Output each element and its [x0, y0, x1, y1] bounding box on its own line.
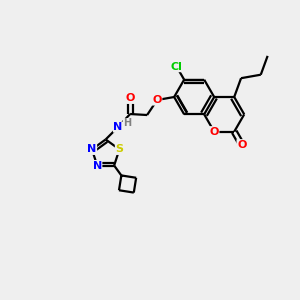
- Text: H: H: [123, 118, 132, 128]
- Text: S: S: [116, 144, 123, 154]
- Text: N: N: [93, 160, 102, 170]
- Text: O: O: [125, 93, 135, 103]
- Text: O: O: [152, 95, 162, 105]
- Text: N: N: [113, 122, 123, 132]
- Text: N: N: [87, 144, 97, 154]
- Text: O: O: [237, 140, 246, 150]
- Text: Cl: Cl: [171, 62, 183, 72]
- Text: O: O: [209, 127, 219, 137]
